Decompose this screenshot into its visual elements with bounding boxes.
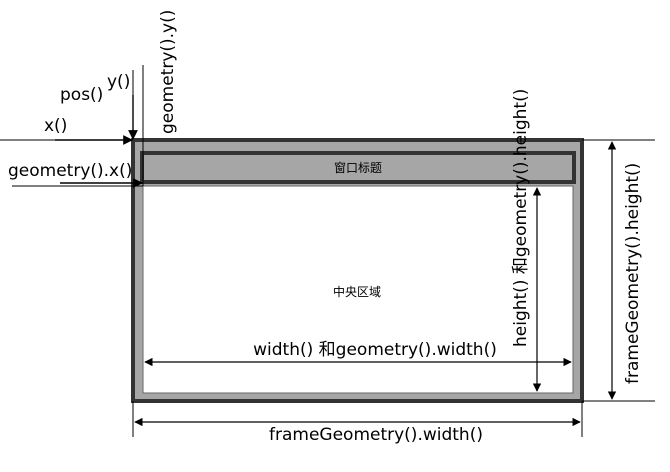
- title-bar-label: 窗口标题: [334, 161, 382, 175]
- label-height-geometry-height: height() 和geometry().height(): [511, 89, 531, 347]
- label-y: y(): [107, 72, 130, 92]
- label-pos: pos(): [60, 85, 103, 105]
- label-x: x(): [44, 116, 67, 136]
- central-area-label: 中央区域: [333, 284, 381, 299]
- label-width-geometry-width: width() 和geometry().width(): [253, 340, 497, 360]
- label-geometry-y: geometry().y(): [158, 10, 178, 134]
- label-frame-geometry-width: frameGeometry().width(): [269, 425, 483, 445]
- title-bar: [140, 151, 576, 184]
- label-frame-geometry-height: frameGeometry().height(): [623, 163, 643, 384]
- label-geometry-x: geometry().x(): [8, 161, 132, 181]
